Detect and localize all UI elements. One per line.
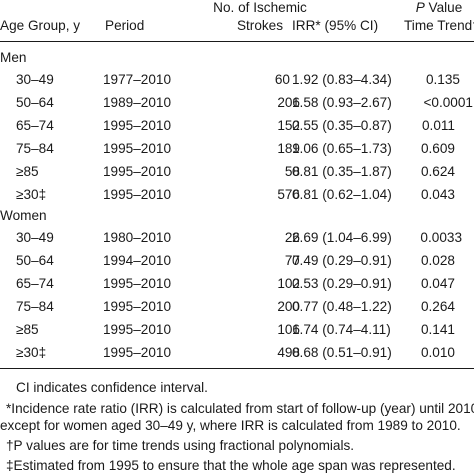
women-row-6-p: 0.010 xyxy=(420,345,455,360)
women-row-3-p: 0.047 xyxy=(420,276,455,291)
women-row-1-period: 1980–2010 xyxy=(103,230,172,245)
women-row-3-irr: 0.53 (0.29–0.91) xyxy=(292,276,392,291)
men-row-6-age: ≥30‡ xyxy=(16,187,47,202)
footnote-estimated: ‡Estimated from 1995 to ensure that the … xyxy=(6,458,456,473)
men-row-6-period: 1995–2010 xyxy=(103,187,172,202)
women-row-2-period: 1994–2010 xyxy=(103,253,172,268)
men-row-3-p: 0.011 xyxy=(421,118,455,133)
header-irr: IRR* (95% CI) xyxy=(292,18,379,33)
women-row-6-age: ≥30‡ xyxy=(16,345,47,360)
women-row-6-irr: 0.68 (0.51–0.91) xyxy=(292,345,392,360)
men-row-4-age: 75–84 xyxy=(16,141,54,156)
footnote-ci: CI indicates confidence interval. xyxy=(16,380,208,395)
footnote-irr-line1: *Incidence rate ratio (IRR) is calculate… xyxy=(6,401,474,416)
women-row-2-irr: 0.49 (0.29–0.91) xyxy=(292,253,392,268)
bottom-rule xyxy=(0,368,474,369)
men-row-6-irr: 0.81 (0.62–1.04) xyxy=(292,187,392,202)
women-row-5-irr: 1.74 (0.74–4.11) xyxy=(292,322,391,337)
women-row-1-irr: 2.69 (1.04–6.99) xyxy=(292,230,392,245)
footnote-irr-line2: except for women aged 30–49 y, where IRR… xyxy=(0,418,461,433)
header-age-group: Age Group, y xyxy=(0,18,81,33)
women-row-3-strokes: 102 xyxy=(277,276,300,291)
men-row-6-p: 0.043 xyxy=(420,187,455,202)
men-row-3-age: 65–74 xyxy=(16,118,54,133)
header-period: Period xyxy=(105,18,145,33)
men-row-6-strokes: 576 xyxy=(277,187,300,202)
men-row-3-period: 1995–2010 xyxy=(103,118,172,133)
women-row-4-period: 1995–2010 xyxy=(103,299,172,314)
header-p-value: P Value xyxy=(404,0,474,16)
group-label-women: Women xyxy=(0,208,47,223)
women-row-5-period: 1995–2010 xyxy=(103,322,172,337)
men-row-1-p: 0.135 xyxy=(425,72,460,87)
men-row-1-irr: 1.92 (0.83–4.34) xyxy=(292,72,392,87)
men-row-1-age: 30–49 xyxy=(16,72,54,87)
men-row-5-irr: 0.81 (0.35–1.87) xyxy=(292,164,392,179)
header-time-trend: Time Trend† xyxy=(404,18,474,33)
women-row-3-period: 1995–2010 xyxy=(103,276,172,291)
women-row-4-irr: 0.77 (0.48–1.22) xyxy=(292,299,392,314)
women-row-5-p: 0.141 xyxy=(420,322,455,337)
men-row-1-strokes: 60 xyxy=(274,72,290,87)
men-row-5-strokes: 58 xyxy=(284,164,300,179)
women-row-2-p: 0.028 xyxy=(420,253,455,268)
women-row-3-age: 65–74 xyxy=(16,276,54,291)
women-row-4-p: 0.264 xyxy=(420,299,455,314)
men-row-1-period: 1977–2010 xyxy=(103,72,172,87)
men-row-5-period: 1995–2010 xyxy=(103,164,172,179)
women-row-6-period: 1995–2010 xyxy=(103,345,172,360)
women-row-1-age: 30–49 xyxy=(16,230,54,245)
men-row-2-age: 50–64 xyxy=(16,95,54,110)
men-row-2-period: 1989–2010 xyxy=(103,95,172,110)
header-rule xyxy=(0,41,474,42)
men-row-4-period: 1995–2010 xyxy=(103,141,172,156)
header-strokes-line2: Strokes xyxy=(236,18,284,33)
women-row-5-age: ≥85 xyxy=(16,322,39,337)
footnote-p-values: †P values are for time trends using frac… xyxy=(6,438,355,453)
women-row-4-strokes: 200 xyxy=(277,299,300,314)
women-row-2-age: 50–64 xyxy=(16,253,54,268)
men-row-5-p: 0.624 xyxy=(420,164,455,179)
women-row-1-p: 0.0033 xyxy=(420,230,462,245)
men-row-3-irr: 0.55 (0.35–0.87) xyxy=(292,118,392,133)
header-p-rest: Value xyxy=(424,0,463,15)
header-p-italic: P xyxy=(415,0,425,15)
women-row-4-age: 75–84 xyxy=(16,299,54,314)
men-row-5-age: ≥85 xyxy=(16,164,39,179)
men-row-2-p: <0.0001 xyxy=(423,95,473,110)
men-row-4-strokes: 189 xyxy=(277,141,300,156)
women-row-1-strokes: 26 xyxy=(284,230,300,245)
men-row-4-p: 0.609 xyxy=(420,141,455,156)
men-row-2-irr: 1.58 (0.93–2.67) xyxy=(292,95,392,110)
men-row-2-strokes: 206 xyxy=(277,95,300,110)
women-row-5-strokes: 106 xyxy=(277,322,300,337)
header-strokes-line1: No. of Ischemic xyxy=(213,0,307,15)
men-row-4-irr: 1.06 (0.65–1.73) xyxy=(292,141,392,156)
group-label-men: Men xyxy=(0,50,27,65)
women-row-6-strokes: 498 xyxy=(277,345,300,360)
women-row-2-strokes: 77 xyxy=(284,253,300,268)
men-row-3-strokes: 152 xyxy=(277,118,300,133)
